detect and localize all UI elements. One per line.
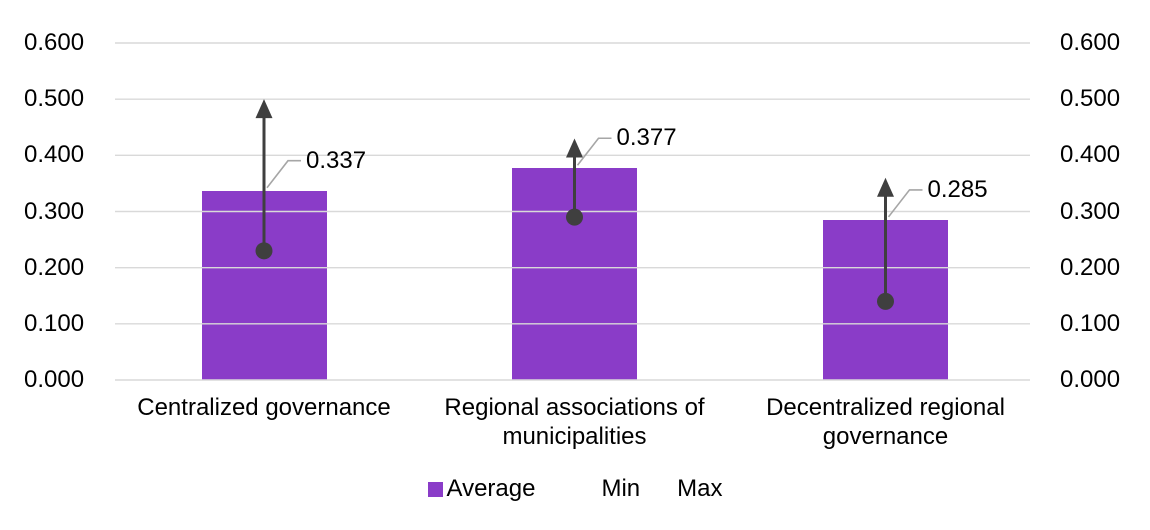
data-label: 0.337 [306, 146, 367, 174]
x-axis-category-label: Decentralized regional governance [766, 394, 1005, 450]
y-axis-tick-right: 0.100 [1060, 309, 1121, 337]
legend-label: Max [677, 475, 723, 502]
y-axis-tick-right: 0.400 [1060, 141, 1121, 169]
data-label: 0.377 [616, 124, 677, 152]
y-axis-tick-left: 0.000 [24, 366, 85, 393]
x-axis-category-label: Regional associations of municipalities [444, 394, 705, 450]
y-axis-tick-right: 0.000 [1060, 366, 1121, 393]
legend-label: Average [446, 475, 536, 502]
y-axis-tick-right: 0.200 [1060, 253, 1121, 281]
y-axis-tick-left: 0.600 [24, 29, 85, 56]
legend-item-max: Max [677, 475, 722, 503]
legend-item-average: Average [427, 475, 536, 503]
data-label: 0.285 [927, 175, 988, 203]
y-axis-tick-left: 0.400 [24, 141, 85, 169]
legend-item-min: Min [601, 475, 640, 503]
y-axis-tick-left: 0.200 [24, 253, 85, 281]
legend-label: Min [601, 475, 641, 502]
y-axis-tick-left: 0.500 [24, 85, 85, 113]
x-axis-category-label: Centralized governance [137, 394, 391, 421]
legend: Average Min Max [0, 473, 1150, 505]
y-axis-tick-right: 0.600 [1060, 29, 1121, 56]
legend-swatch-average [427, 481, 443, 497]
y-axis-tick-left: 0.100 [24, 309, 85, 337]
y-axis-tick-left: 0.300 [24, 197, 85, 225]
y-axis-tick-right: 0.500 [1060, 85, 1121, 113]
y-axis-tick-right: 0.300 [1060, 197, 1121, 225]
